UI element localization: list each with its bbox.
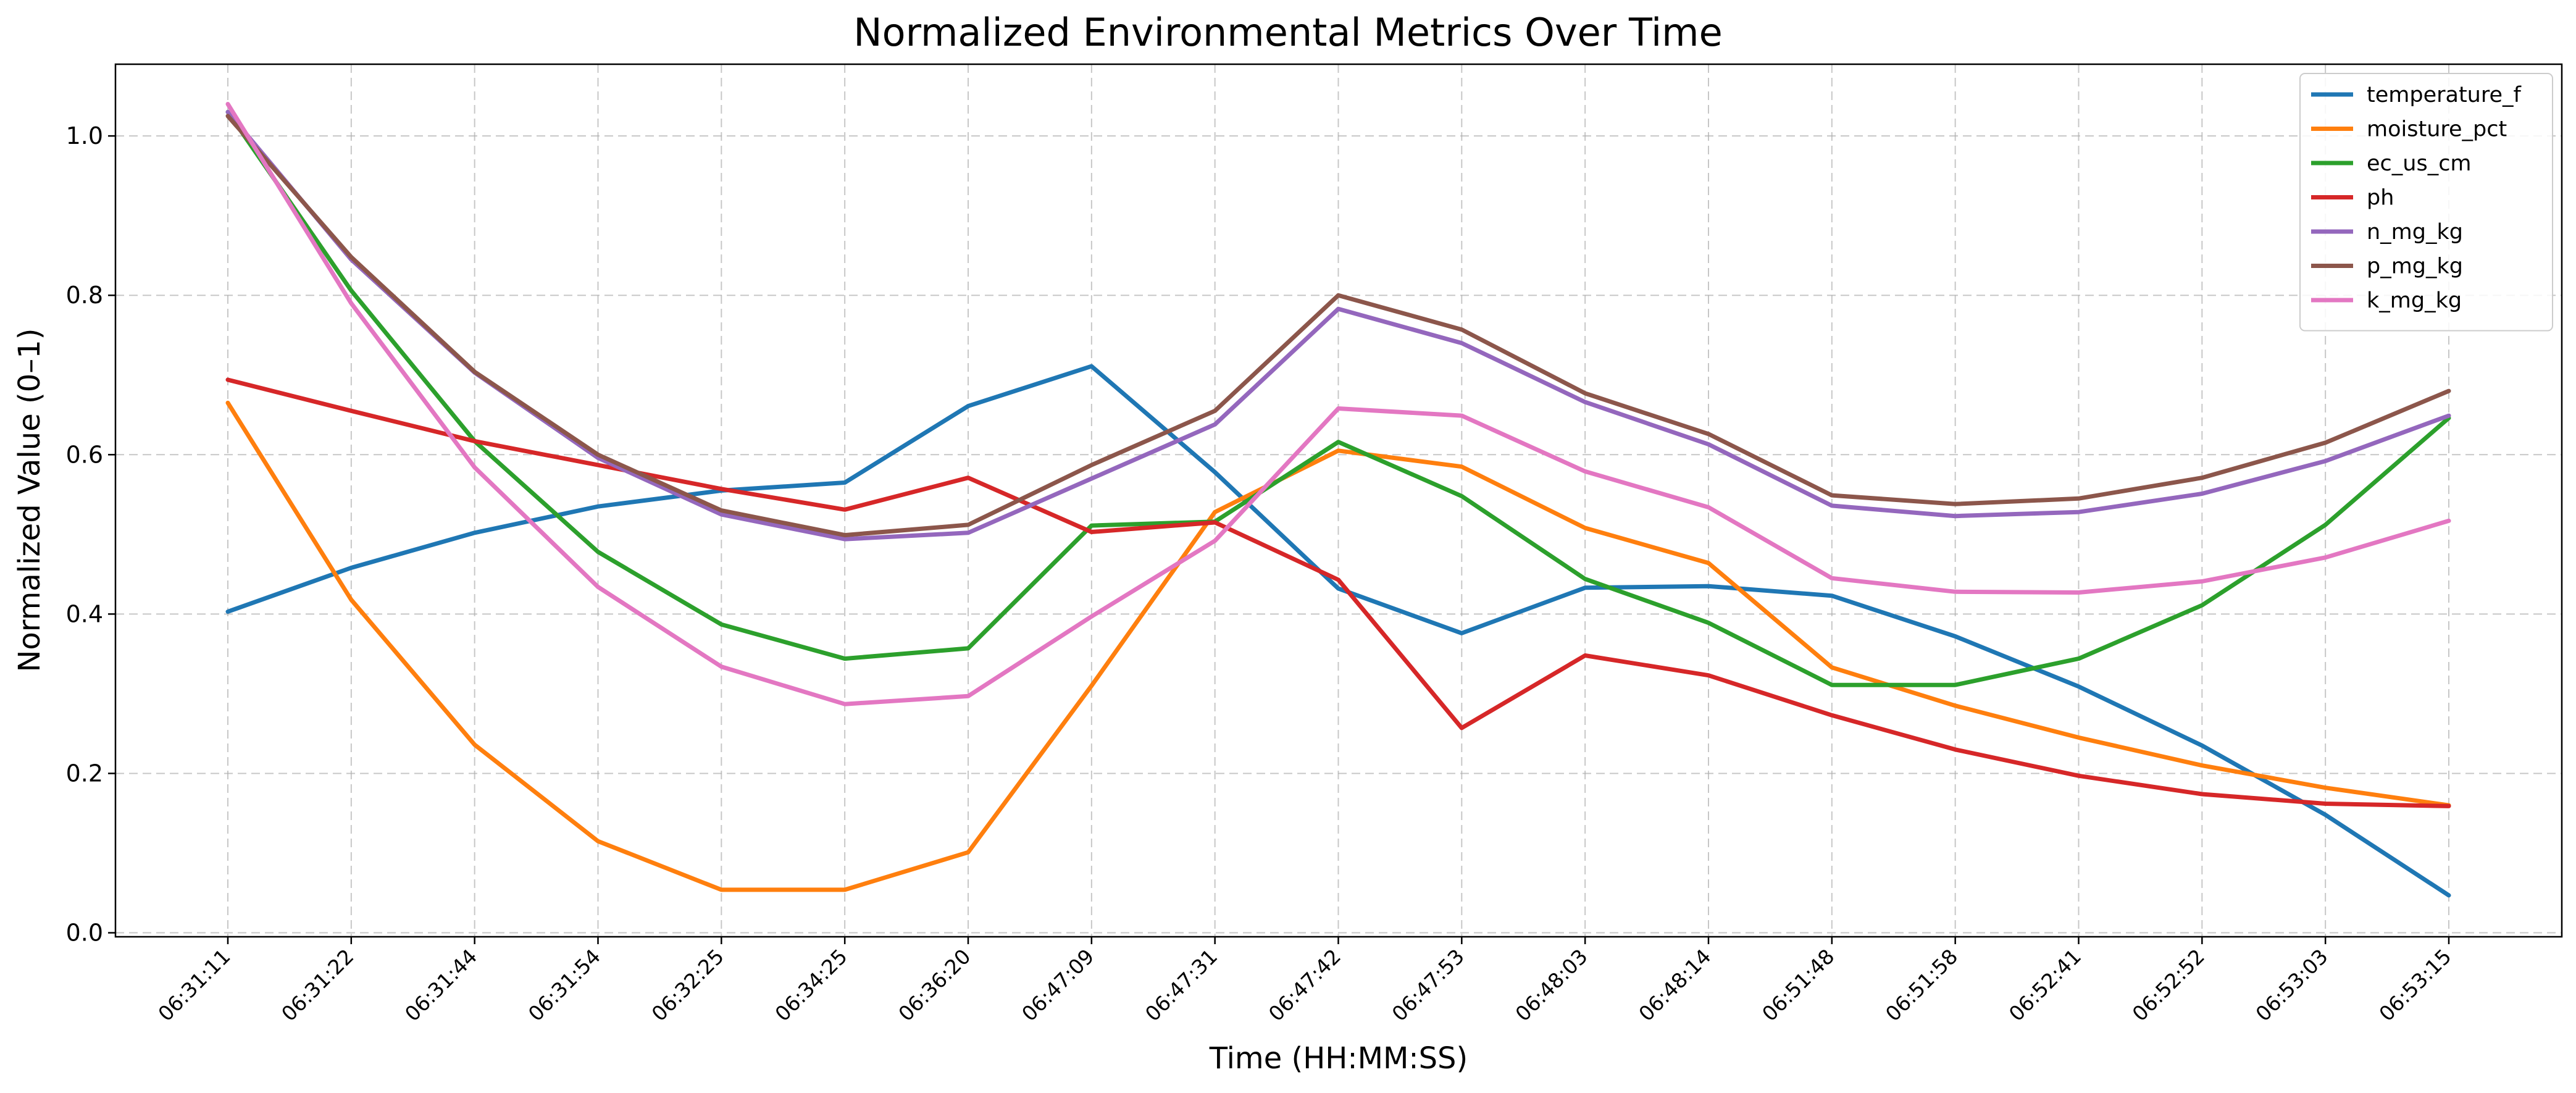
legend-entry: ph	[2367, 186, 2394, 211]
x-tick-label: 06:31:54	[524, 944, 605, 1026]
legend-entry: k_mg_kg	[2367, 288, 2462, 313]
x-tick-label: 06:52:41	[2004, 944, 2086, 1026]
y-axis-ticks: 0.0 0.2 0.4 0.6 0.8 1.0	[66, 122, 115, 947]
x-tick-label: 06:48:03	[1510, 944, 1592, 1026]
x-tick-label: 06:53:15	[2374, 944, 2456, 1026]
x-tick-label: 06:34:25	[770, 944, 851, 1026]
legend-entry: ec_us_cm	[2367, 151, 2472, 176]
x-tick-label: 06:32:25	[647, 944, 729, 1026]
series-lines	[225, 102, 2451, 898]
series-line-k_mg_kg	[225, 102, 2451, 706]
x-tick-label: 06:52:52	[2128, 944, 2209, 1026]
x-tick-label: 06:36:20	[893, 944, 975, 1026]
series-line-n_mg_kg	[225, 109, 2451, 542]
x-tick-label: 06:47:53	[1387, 944, 1469, 1026]
legend-entry: n_mg_kg	[2367, 220, 2463, 245]
series-line-ph	[225, 377, 2451, 808]
x-tick-label: 06:31:44	[400, 944, 482, 1026]
y-axis-label: Normalized Value (0–1)	[12, 328, 47, 672]
y-tick-label: 1.0	[66, 122, 103, 149]
x-tick-label: 06:48:14	[1634, 944, 1715, 1026]
y-tick-label: 0.2	[66, 760, 103, 787]
y-tick-label: 0.4	[66, 600, 103, 627]
y-tick-label: 0.6	[66, 441, 103, 468]
x-tick-label: 06:31:11	[153, 944, 235, 1026]
legend-entry: p_mg_kg	[2367, 254, 2463, 279]
x-axis-label: Time (HH:MM:SS)	[1209, 1041, 1468, 1076]
series-line-ec_us_cm	[225, 109, 2451, 687]
x-tick-label: 06:51:48	[1757, 944, 1839, 1026]
x-axis-ticks: 06:31:11 06:31:22 06:31:44 06:31:54 06:32:25…	[153, 937, 2456, 1026]
y-tick-label: 0.0	[66, 919, 103, 947]
legend-entry: temperature_f	[2367, 83, 2521, 107]
series-line-moisture_pct	[225, 400, 2451, 892]
legend-box	[2299, 73, 2553, 332]
legend-entry: moisture_pct	[2367, 117, 2507, 142]
x-tick-label: 06:31:22	[277, 944, 358, 1026]
chart-title: Normalized Environmental Metrics Over Ti…	[853, 10, 1722, 55]
x-tick-label: 06:47:31	[1140, 944, 1222, 1026]
series-line-p_mg_kg	[225, 114, 2451, 538]
x-tick-label: 06:53:03	[2251, 944, 2332, 1026]
series-line-temperature_f	[225, 364, 2451, 898]
grid-lines	[115, 64, 2562, 937]
x-tick-label: 06:51:58	[1881, 944, 1962, 1026]
y-tick-label: 0.8	[66, 282, 103, 309]
x-tick-label: 06:47:09	[1017, 944, 1098, 1026]
x-tick-label: 06:47:42	[1264, 944, 1345, 1026]
